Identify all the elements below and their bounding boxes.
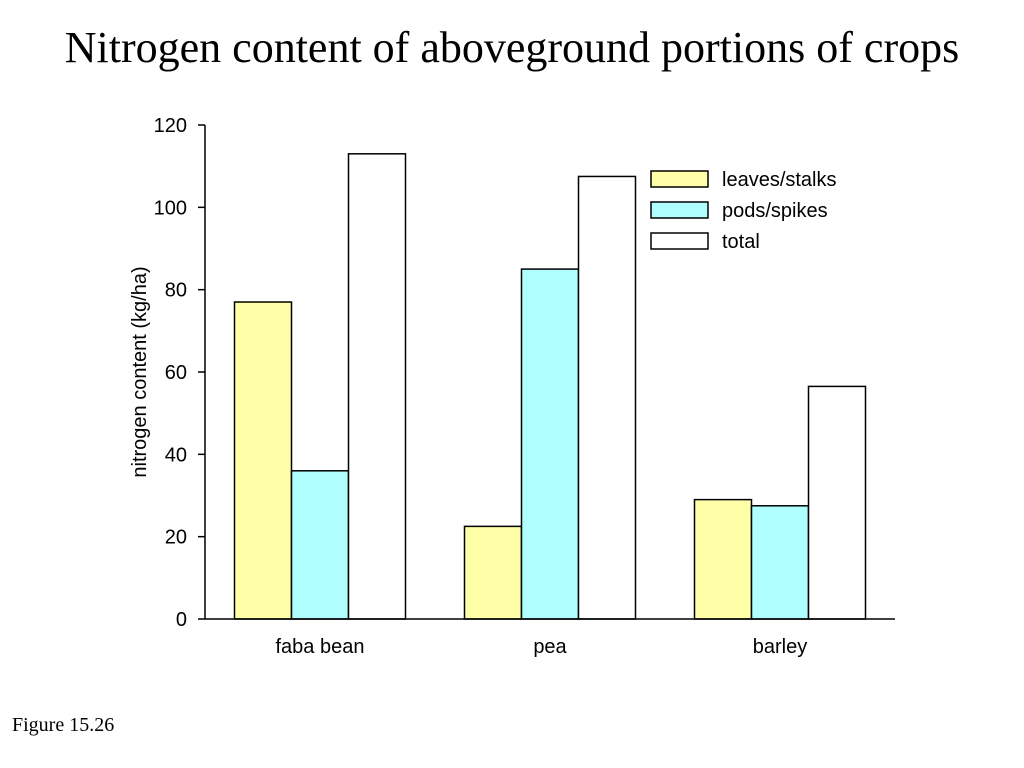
- bar-pods-spikes-faba-bean: [290, 470, 350, 620]
- legend-swatch: [650, 232, 709, 250]
- legend-swatch: [650, 170, 709, 188]
- y-tick-label: 60: [165, 362, 187, 384]
- y-ticks-group: 0 20 40 60 80 100 120: [154, 115, 205, 631]
- y-axis-label: nitrogen content (kg/ha): [129, 266, 151, 477]
- bar-pods-spikes-pea: [520, 268, 580, 620]
- y-tick-label: 0: [176, 609, 187, 631]
- x-category-label: barley: [753, 636, 807, 658]
- legend-label: total: [722, 231, 760, 253]
- bar-pods-spikes-barley: [750, 505, 810, 620]
- bar-leaves-stalks-faba-bean: [233, 301, 293, 620]
- legend-label: leaves/stalks: [722, 169, 837, 191]
- legend-label: pods/spikes: [722, 200, 828, 222]
- x-labels-group: faba bean pea barley: [276, 636, 808, 658]
- bar-total-barley: [807, 385, 867, 620]
- x-category-label: faba bean: [276, 636, 365, 658]
- y-tick-label: 120: [154, 115, 187, 137]
- y-tick-label: 100: [154, 197, 187, 219]
- figure-caption: Figure 15.26: [12, 714, 115, 736]
- y-tick-label: 40: [165, 444, 187, 466]
- bar-leaves-stalks-barley: [693, 498, 753, 620]
- legend: leaves/stalks pods/spikes total: [650, 169, 837, 253]
- y-tick-label: 20: [165, 527, 187, 549]
- bar-total-pea: [577, 175, 637, 620]
- bars-group: [233, 153, 867, 620]
- y-tick-label: 80: [165, 280, 187, 302]
- x-category-label: pea: [533, 636, 567, 658]
- bar-total-faba-bean: [347, 153, 407, 620]
- slide-title: Nitrogen content of aboveground portions…: [64, 23, 960, 72]
- legend-swatch: [650, 201, 709, 219]
- bar-leaves-stalks-pea: [463, 525, 523, 620]
